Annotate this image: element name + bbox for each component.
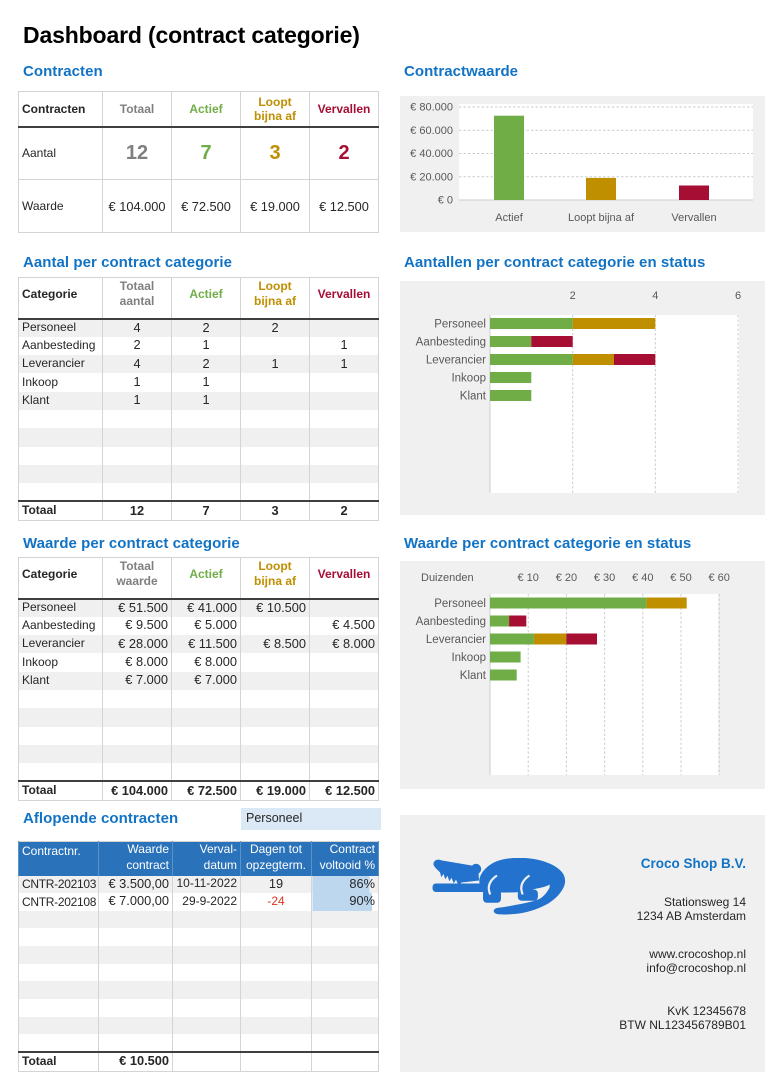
svg-text:€ 50: € 50 [670, 572, 691, 584]
svg-text:€ 20: € 20 [556, 572, 577, 584]
svg-text:€ 20.000: € 20.000 [410, 171, 453, 183]
svg-text:€ 0: € 0 [438, 195, 453, 207]
svg-text:4: 4 [652, 290, 658, 302]
svg-text:Loopt bijna af: Loopt bijna af [568, 212, 635, 224]
svg-text:Aanbesteding: Aanbesteding [416, 337, 486, 349]
svg-text:€ 80.000: € 80.000 [410, 102, 453, 114]
svg-text:Personeel: Personeel [434, 319, 486, 331]
svg-text:Inkoop: Inkoop [451, 373, 486, 385]
svg-text:€ 60: € 60 [708, 572, 729, 584]
svg-text:€ 60.000: € 60.000 [410, 125, 453, 137]
svg-text:Duizenden: Duizenden [421, 572, 474, 584]
svg-text:€ 30: € 30 [594, 572, 615, 584]
svg-text:€ 40.000: € 40.000 [410, 148, 453, 160]
svg-text:Leverancier: Leverancier [426, 634, 486, 646]
svg-text:Actief: Actief [495, 212, 523, 224]
svg-text:Aanbesteding: Aanbesteding [416, 616, 486, 628]
svg-text:6: 6 [735, 290, 741, 302]
svg-text:2: 2 [570, 290, 576, 302]
svg-text:Klant: Klant [460, 391, 487, 403]
svg-text:€ 40: € 40 [632, 572, 653, 584]
svg-text:Personeel: Personeel [434, 598, 486, 610]
svg-text:Vervallen: Vervallen [671, 212, 716, 224]
svg-text:Inkoop: Inkoop [451, 652, 486, 664]
svg-text:Klant: Klant [460, 670, 487, 682]
svg-text:€ 10: € 10 [517, 572, 538, 584]
svg-text:Leverancier: Leverancier [426, 355, 486, 367]
